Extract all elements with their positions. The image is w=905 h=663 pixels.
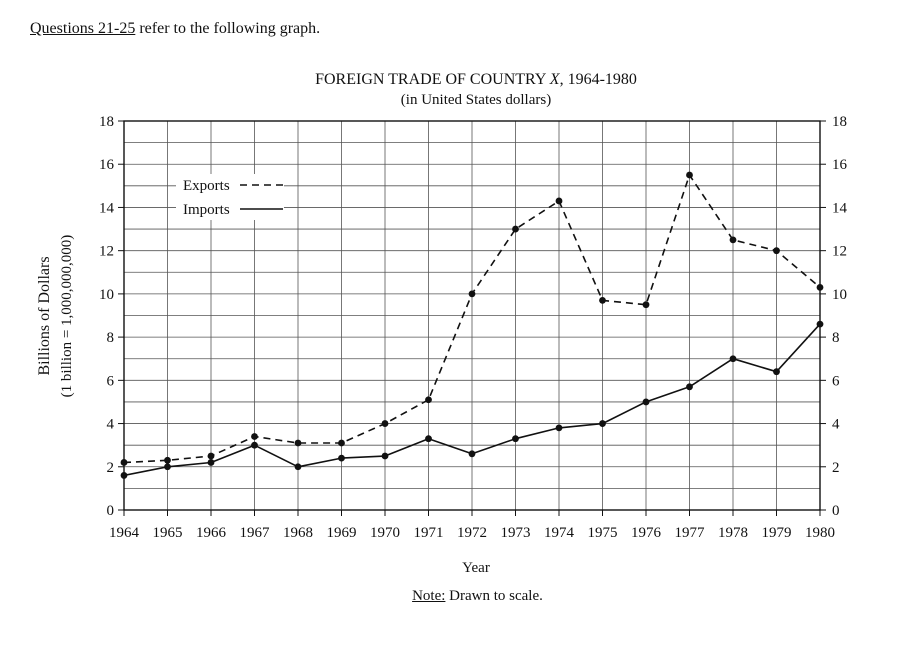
series — [120, 171, 824, 479]
axes: 0 0 2 2 4 4 6 6 8 8 10 10 12 12 14 14 16 16 18 18 1964 1965 19… — [99, 114, 848, 541]
x-tick-label: 1975 — [588, 525, 618, 541]
imports-point — [338, 454, 345, 462]
y-tick-label-left: 4 — [107, 417, 115, 433]
y-tick-label-right: 16 — [832, 157, 848, 173]
note-label: Note: — [412, 588, 446, 604]
chart-subtitle: (in United States dollars) — [401, 92, 551, 108]
exports-point — [120, 459, 128, 466]
imports-point — [425, 435, 432, 443]
x-axis-label: Year — [462, 560, 490, 576]
imports-point — [468, 450, 476, 458]
imports-point — [294, 463, 302, 471]
y-tick-label-left: 0 — [107, 503, 115, 519]
legend-imports-label: Imports — [183, 202, 230, 218]
exports-point — [294, 439, 302, 447]
y-tick-label-right: 0 — [832, 503, 840, 519]
imports-point — [120, 472, 128, 479]
y-tick-label-right: 18 — [832, 114, 847, 130]
imports-point — [642, 398, 650, 406]
y-tick-label-right: 4 — [832, 417, 840, 433]
imports-point — [555, 424, 563, 432]
y-tick-label-left: 16 — [99, 157, 115, 173]
exports-point — [425, 396, 432, 404]
chart-title: FOREIGN TRADE OF COUNTRY X, 1964-1980 — [315, 71, 637, 88]
exports-point — [773, 247, 780, 255]
y-tick-label-right: 10 — [832, 287, 847, 303]
x-tick-label: 1977 — [675, 525, 706, 541]
y-tick-label-left: 6 — [107, 373, 115, 389]
exports-point — [555, 197, 563, 205]
y-tick-label-right: 12 — [832, 244, 847, 260]
x-tick-label: 1971 — [414, 525, 444, 541]
y-tick-label-left: 10 — [99, 287, 114, 303]
imports-point — [512, 435, 519, 443]
exports-point — [207, 452, 215, 460]
x-tick-label: 1969 — [327, 525, 357, 541]
note: Note: Drawn to scale. — [0, 588, 905, 605]
y-tick-label-left: 8 — [107, 330, 115, 346]
exports-point — [164, 456, 171, 464]
imports-point — [686, 383, 693, 391]
y-tick-label-left: 14 — [99, 200, 115, 216]
y-tick-label-left: 18 — [99, 114, 114, 130]
exports-point — [686, 171, 693, 179]
imports-point — [381, 452, 389, 460]
x-tick-label: 1966 — [196, 525, 227, 541]
y-axis-sublabel: (1 billion = 1,000,000,000) — [59, 235, 75, 398]
x-tick-label: 1970 — [370, 525, 400, 541]
exports-point — [251, 433, 258, 440]
imports-point — [251, 441, 258, 449]
imports-point — [729, 355, 737, 363]
exports-point — [512, 225, 519, 233]
x-tick-label: 1978 — [718, 525, 748, 541]
x-tick-label: 1964 — [109, 525, 140, 541]
y-tick-label-right: 6 — [832, 373, 840, 389]
legend-exports-label: Exports — [183, 178, 230, 194]
y-tick-label-right: 2 — [832, 460, 840, 476]
questions-range: Questions 21-25 — [30, 20, 136, 37]
grid — [124, 121, 820, 510]
exports-point — [381, 420, 389, 427]
x-tick-label: 1976 — [631, 525, 662, 541]
exports-point — [599, 296, 606, 304]
exports-point — [729, 236, 737, 244]
imports-point — [164, 463, 171, 471]
x-tick-label: 1972 — [457, 525, 487, 541]
x-tick-label: 1979 — [762, 525, 792, 541]
y-tick-label-right: 8 — [832, 330, 840, 346]
imports-point — [207, 459, 215, 466]
exports-point — [642, 301, 650, 309]
exports-point — [468, 290, 476, 298]
imports-point — [773, 368, 780, 376]
exports-point — [816, 284, 824, 291]
x-tick-label: 1974 — [544, 525, 575, 541]
exports-point — [338, 439, 345, 447]
y-tick-label-left: 2 — [107, 460, 115, 476]
imports-point — [816, 320, 824, 328]
x-tick-label: 1965 — [153, 525, 183, 541]
imports-point — [599, 420, 606, 427]
y-axis-label: Billions of Dollars — [36, 256, 53, 375]
x-tick-label: 1973 — [501, 525, 531, 541]
x-tick-label: 1967 — [240, 525, 271, 541]
y-tick-label-left: 12 — [99, 244, 114, 260]
y-tick-label-right: 14 — [832, 200, 848, 216]
x-tick-label: 1980 — [805, 525, 835, 541]
questions-text: refer to the following graph. — [135, 20, 321, 37]
note-text: Drawn to scale. — [445, 588, 543, 604]
legend: Exports Imports — [176, 174, 284, 220]
x-tick-label: 1968 — [283, 525, 313, 541]
questions-header: Questions 21-25 refer to the following g… — [30, 20, 320, 38]
